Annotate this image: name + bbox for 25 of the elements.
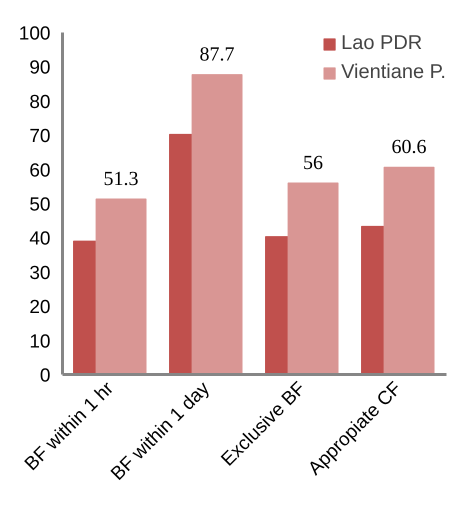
legend-label: Lao PDR xyxy=(341,32,422,55)
y-tick-label: 90 xyxy=(29,58,51,79)
y-tick-label: 100 xyxy=(18,24,50,44)
bar xyxy=(384,166,435,374)
bar xyxy=(192,74,243,374)
bar xyxy=(73,240,96,374)
y-tick-label: 70 xyxy=(29,126,51,148)
bar xyxy=(288,182,339,374)
bar xyxy=(169,134,192,374)
legend-label: Vientiane P. xyxy=(341,61,446,84)
bar xyxy=(361,226,384,374)
bar xyxy=(96,198,147,374)
data-label: 87.7 xyxy=(200,44,235,66)
y-tick-label: 60 xyxy=(29,160,51,182)
bar xyxy=(265,236,288,374)
data-label: 51.3 xyxy=(104,168,139,190)
y-tick-label: 50 xyxy=(29,194,51,216)
y-tick-label: 10 xyxy=(29,331,51,352)
data-label: 56 xyxy=(303,152,324,174)
y-tick-label: 0 xyxy=(40,366,51,386)
y-tick-label: 20 xyxy=(29,297,51,318)
data-label: 60.6 xyxy=(392,136,427,158)
y-tick-label: 30 xyxy=(29,262,51,284)
y-tick-label: 80 xyxy=(29,92,51,113)
y-tick-label: 40 xyxy=(29,228,51,250)
